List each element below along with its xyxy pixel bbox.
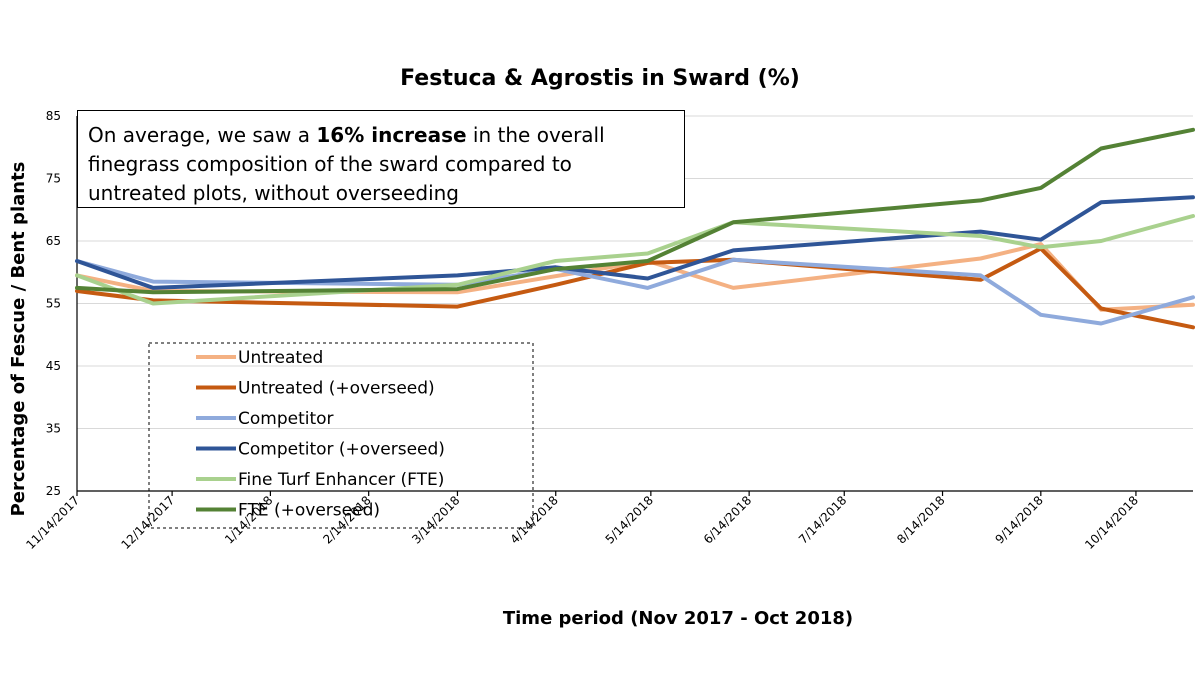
x-tick-label: 10/14/2018 xyxy=(1082,493,1141,552)
x-tick-label: 8/14/2018 xyxy=(894,493,947,546)
legend-label: Competitor (+overseed) xyxy=(238,440,445,460)
x-tick-label: 3/14/2018 xyxy=(409,493,462,546)
series-lines xyxy=(75,127,1195,330)
x-tick-label: 12/14/2017 xyxy=(118,493,177,552)
x-tick-labels: 11/14/2017 12/14/2017 1/14/2018 2/14/2018 3/… xyxy=(23,493,1141,552)
y-tick-label: 55 xyxy=(46,297,61,311)
chart-title: Festuca & Agrostis in Sward (%) xyxy=(400,66,800,91)
x-axis-title: Time period (Nov 2017 - Oct 2018) xyxy=(503,608,853,629)
y-tick-label: 45 xyxy=(46,359,61,373)
series-line-5 xyxy=(75,214,1195,306)
legend-label: Untreated (+overseed) xyxy=(238,379,435,399)
y-tick-label: 35 xyxy=(46,422,61,436)
y-tick-label: 85 xyxy=(46,109,61,123)
y-axis-title: Percentage of Fescue / Bent plants xyxy=(8,162,29,517)
series-line-6 xyxy=(75,127,1195,295)
y-tick-label: 65 xyxy=(46,234,61,248)
callout-suffix: in the overall finegrass composition of … xyxy=(88,123,605,205)
x-tick-label: 6/14/2018 xyxy=(701,493,754,546)
y-tick-labels: 25 35 45 55 65 75 85 xyxy=(46,109,61,498)
x-tick-label: 5/14/2018 xyxy=(603,493,656,546)
x-tick-label: 4/14/2018 xyxy=(507,493,560,546)
callout-bold: 16% increase xyxy=(316,123,467,147)
y-tick-label: 25 xyxy=(46,484,61,498)
y-tick-label: 75 xyxy=(46,172,61,186)
legend-label: Fine Turf Enhancer (FTE) xyxy=(238,470,444,490)
legend-label: FTE (+overseed) xyxy=(238,501,380,521)
legend: Untreated Untreated (+overseed) Competitor… xyxy=(148,342,534,529)
legend-label: Competitor xyxy=(238,409,334,429)
series-line-4 xyxy=(75,195,1195,290)
x-tick-label: 11/14/2017 xyxy=(23,493,82,552)
legend-box xyxy=(148,342,534,529)
x-tick-label: 7/14/2018 xyxy=(796,493,849,546)
callout-box: On average, we saw a 16% increase in the… xyxy=(77,110,685,208)
series-line-2 xyxy=(75,246,1195,330)
callout-prefix: On average, we saw a xyxy=(88,123,317,147)
legend-label: Untreated xyxy=(238,348,323,368)
x-tick-label: 9/14/2018 xyxy=(993,493,1046,546)
